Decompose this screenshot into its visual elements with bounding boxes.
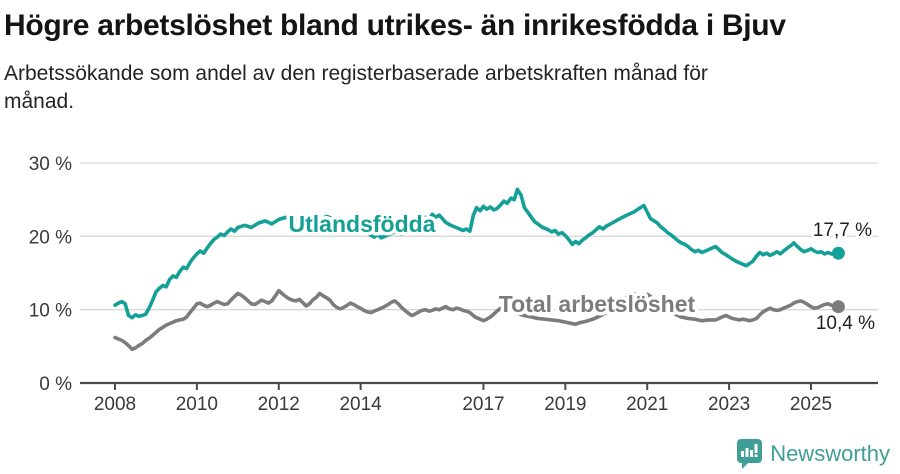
y-tick-label-0: 0 % — [39, 374, 72, 395]
x-tick-label-2019: 2019 — [544, 394, 586, 415]
x-tick-label-2017: 2017 — [462, 394, 504, 415]
bar-chart-speech-bubble-icon — [737, 439, 763, 469]
series-line-utlandsf-dda — [113, 187, 841, 320]
x-tick-label-2023: 2023 — [708, 394, 750, 415]
x-tick-label-2014: 2014 — [339, 394, 382, 415]
series-end-value-utlandsf-dda: 17,7 % — [813, 220, 872, 241]
series-end-value-total-arbetsl-shet: 10,4 % — [816, 313, 875, 334]
series-end-dot-utlandsf-dda — [831, 246, 845, 260]
series-line-total-arbetsl-shet — [113, 288, 841, 352]
series-label-utlandsf-dda: Utlandsfödda — [289, 211, 436, 237]
y-tick-label-30: 30 % — [29, 154, 72, 175]
page-subtitle: Arbetssökande som andel av den registerb… — [4, 62, 708, 113]
newsworthy-logo[interactable]: Newsworthy — [736, 438, 890, 470]
y-tick-label-10: 10 % — [29, 301, 72, 322]
x-tick-label-2025: 2025 — [790, 394, 832, 415]
page-title: Högre arbetslöshet bland utrikes- än inr… — [4, 9, 786, 42]
brand-name: Newsworthy — [770, 441, 890, 466]
x-tick-label-2021: 2021 — [626, 394, 668, 415]
series-label-total-arbetsl-shet: Total arbetslöshet — [499, 291, 696, 317]
x-tick-label-2012: 2012 — [258, 394, 300, 415]
x-tick-label-2008: 2008 — [94, 394, 136, 415]
x-tick-label-2010: 2010 — [176, 394, 218, 415]
series-end-dot-total-arbetsl-shet — [831, 300, 845, 314]
y-tick-label-20: 20 % — [29, 227, 72, 248]
